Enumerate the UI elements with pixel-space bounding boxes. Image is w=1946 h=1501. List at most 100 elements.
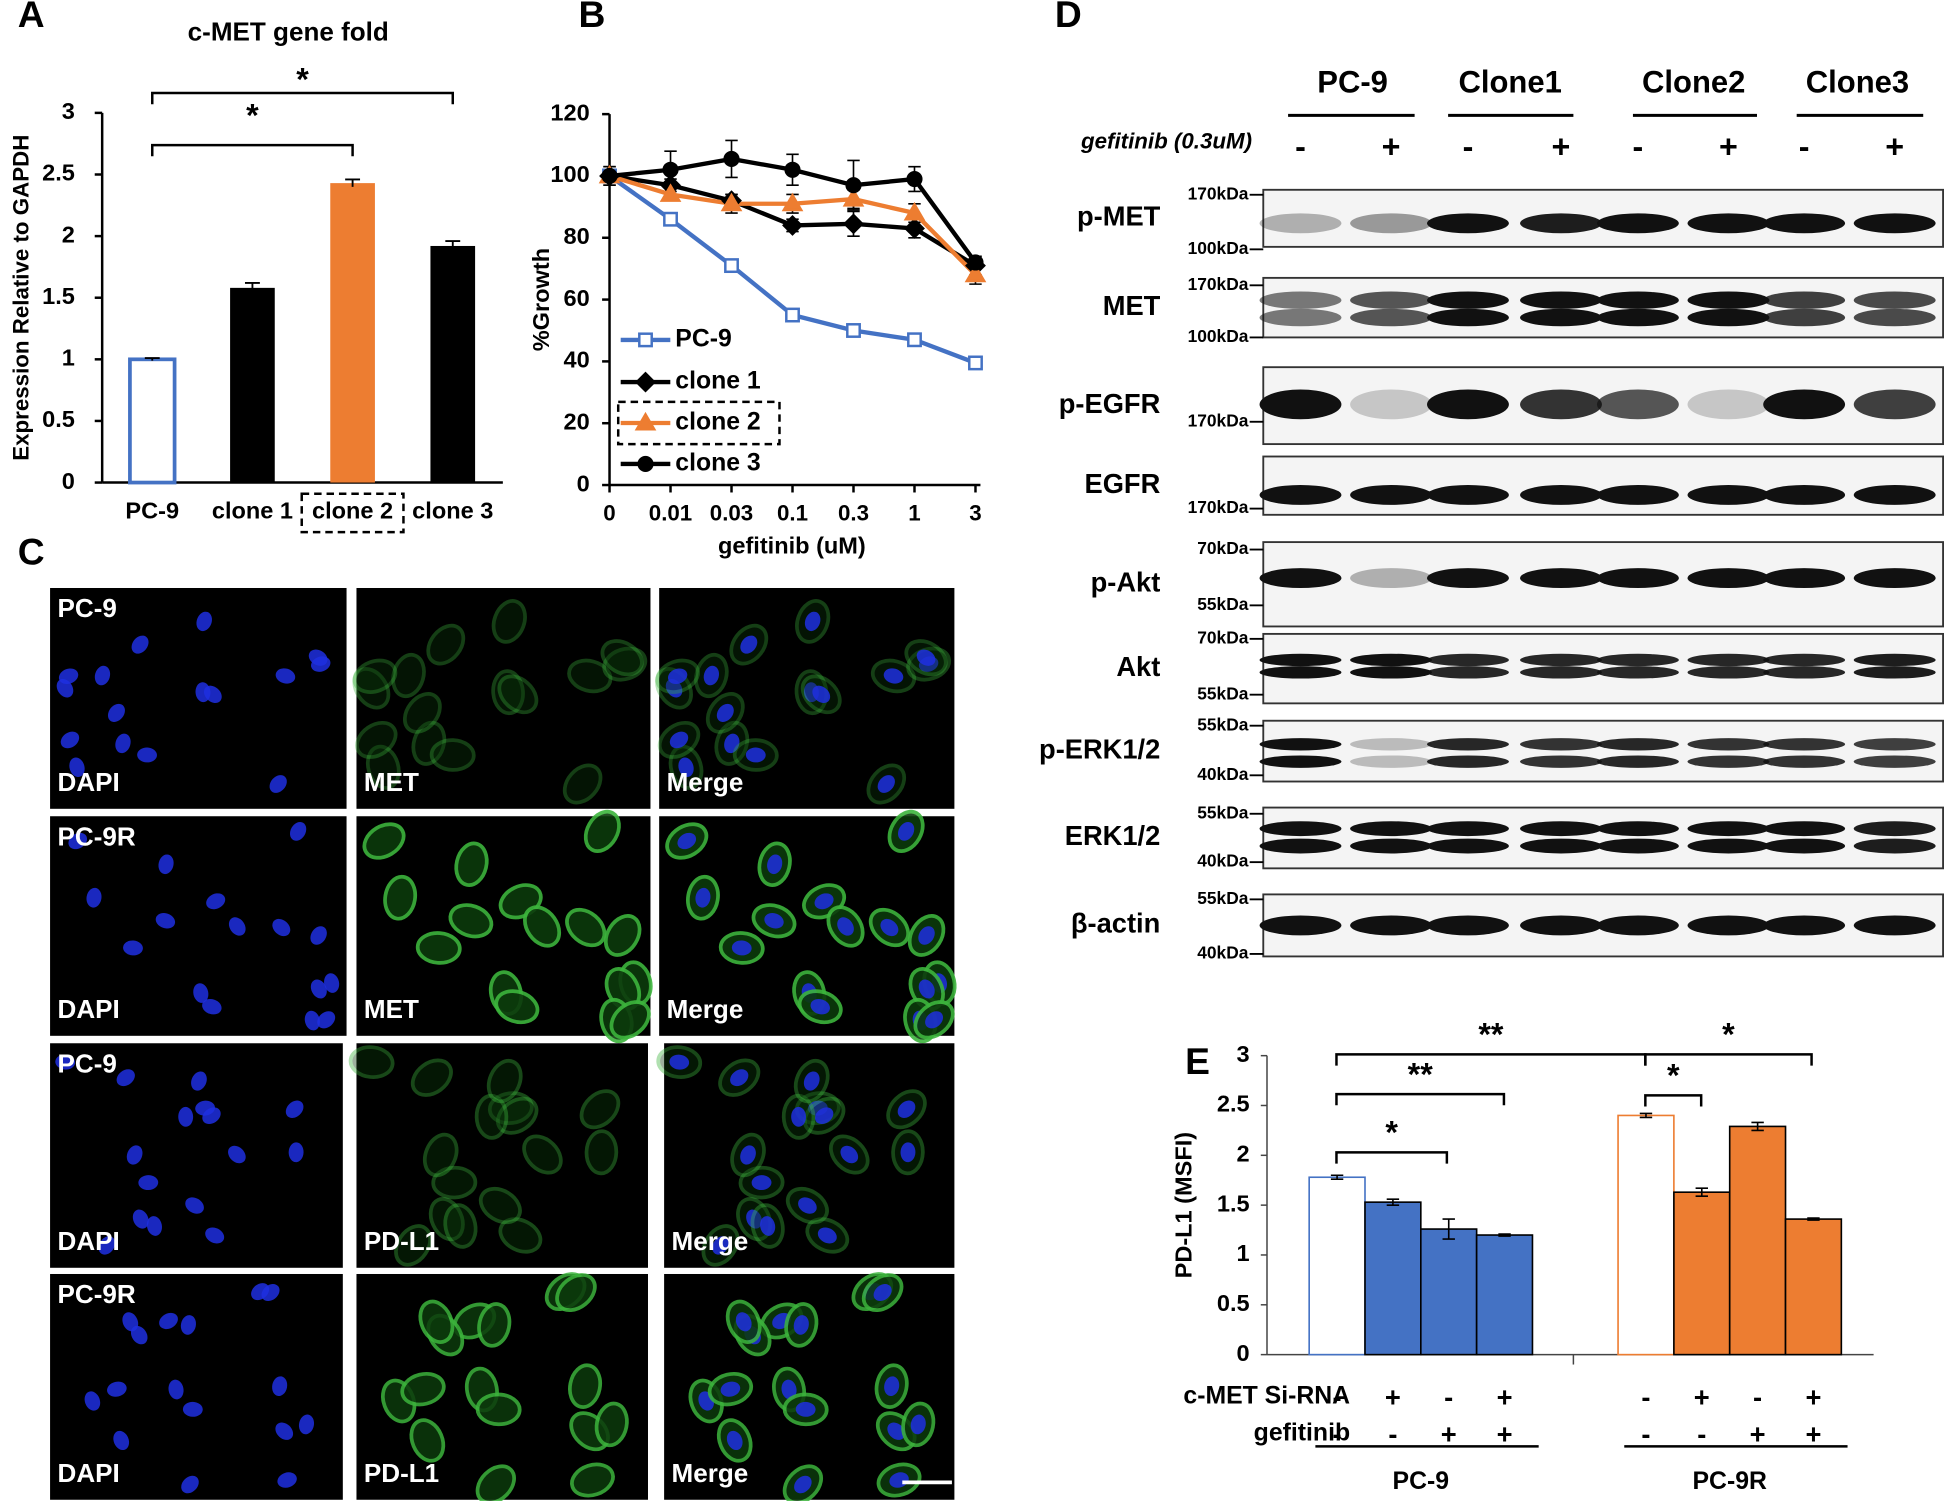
- nucleus: [724, 733, 740, 754]
- nucleus: [767, 854, 783, 875]
- y-tick-label: 1.5: [1217, 1190, 1250, 1216]
- legend-label: PC-9: [675, 325, 732, 352]
- band: [1853, 915, 1936, 936]
- nucleus: [196, 611, 212, 632]
- significance-bracket: [1335, 1092, 1506, 1106]
- condition-sign: -: [1697, 1419, 1706, 1450]
- blot: β-actin 55kDa 40kDa: [1071, 888, 1944, 963]
- blot: EGFR 170kDa: [1085, 455, 1944, 517]
- nucleus: [60, 731, 80, 749]
- band: [1853, 291, 1936, 309]
- cell-stain: [411, 720, 447, 766]
- cell-stain: [579, 1089, 621, 1130]
- band: [1259, 653, 1342, 667]
- nucleus: [916, 649, 936, 666]
- lane-sign: +: [1552, 128, 1571, 164]
- lane-sign: -: [1295, 128, 1306, 164]
- nucleus: [55, 1054, 76, 1070]
- cell-stain: [522, 1134, 563, 1175]
- cell-stain: [415, 931, 462, 965]
- nucleus: [745, 747, 766, 763]
- size-marker: 40kDa: [1197, 764, 1248, 784]
- x-tick-label: 0.03: [710, 501, 753, 526]
- marker: [634, 411, 657, 431]
- band: [1350, 915, 1432, 936]
- lane-sign: +: [1885, 128, 1904, 164]
- nucleus: [795, 1401, 816, 1417]
- error-bar: [144, 357, 160, 361]
- band: [1687, 653, 1770, 667]
- band: [1427, 213, 1509, 234]
- size-marker: 170kDa: [1188, 274, 1249, 294]
- cell-stain: [400, 1371, 446, 1407]
- band: [1520, 821, 1602, 837]
- band: [1259, 915, 1342, 936]
- blot-frame: [1262, 276, 1944, 339]
- x-tick-label: clone 3: [412, 498, 493, 524]
- nucleus: [897, 1100, 916, 1118]
- lane-sign: -: [1463, 128, 1474, 164]
- group-label: PC-9: [1393, 1468, 1450, 1495]
- band: [1687, 666, 1770, 679]
- nucleus: [317, 1011, 336, 1029]
- cell-stain: [426, 623, 466, 666]
- nucleus: [712, 1236, 729, 1255]
- band: [1596, 308, 1679, 327]
- band: [1427, 738, 1509, 751]
- nucleus: [115, 733, 131, 754]
- band: [1596, 389, 1679, 420]
- nucleus: [202, 998, 222, 1015]
- band: [1259, 291, 1342, 309]
- nucleus: [304, 1010, 320, 1031]
- nucleus: [68, 832, 88, 850]
- blot-label: ERK1/2: [1065, 820, 1161, 851]
- blot: p-ERK1/2 55kDa 40kDa: [1039, 714, 1944, 784]
- y-tick-label: 1.5: [42, 283, 75, 309]
- y-tick-label: 20: [563, 408, 589, 434]
- cell-stain: [567, 658, 613, 694]
- nucleus: [205, 1227, 225, 1244]
- group-label: PC-9R: [1692, 1468, 1766, 1495]
- band: [1350, 755, 1432, 768]
- nucleus: [810, 998, 830, 1015]
- band: [1596, 291, 1679, 309]
- nucleus: [275, 668, 296, 684]
- band: [1427, 755, 1509, 768]
- band: [1763, 568, 1846, 588]
- condition-sign: -: [1333, 1419, 1342, 1450]
- band: [1596, 568, 1679, 588]
- marker: [904, 218, 925, 239]
- nucleus: [925, 1011, 944, 1029]
- lane-group-label: PC-9: [1317, 65, 1388, 100]
- nucleus: [94, 665, 111, 686]
- nucleus: [703, 665, 720, 686]
- band: [1259, 308, 1342, 327]
- nucleus: [804, 611, 821, 632]
- channel-label: DAPI: [58, 1226, 120, 1256]
- error-bar: [1386, 1198, 1400, 1206]
- cell-stain: [365, 744, 401, 790]
- micrograph: PC-9 DAPI: [50, 1043, 343, 1268]
- condition-sign: -: [1444, 1381, 1453, 1412]
- lane-group-label: Clone1: [1458, 65, 1561, 100]
- y-axis-label: PD-L1 (MSFI): [1170, 1132, 1196, 1279]
- sample-label: PC-9R: [58, 1279, 136, 1309]
- nucleus: [107, 1381, 127, 1397]
- marker: [659, 183, 682, 202]
- x-tick-label: 0.3: [838, 501, 869, 526]
- bar: [230, 287, 275, 483]
- nucleus: [720, 1381, 741, 1397]
- nucleus: [918, 926, 935, 945]
- micrograph: PD-L1: [356, 1272, 648, 1501]
- marker: [907, 332, 922, 348]
- channel-label: DAPI: [58, 1458, 120, 1488]
- condition-sign: +: [1694, 1381, 1710, 1412]
- nucleus: [122, 1312, 139, 1332]
- cell-stain: [496, 1096, 539, 1135]
- channel-label: PD-L1: [364, 1226, 439, 1256]
- nucleus: [138, 1175, 159, 1191]
- cell-stain: [352, 667, 391, 710]
- nucleus: [791, 1106, 807, 1127]
- significance-label: *: [1667, 1058, 1680, 1094]
- cell-stain: [428, 1197, 465, 1242]
